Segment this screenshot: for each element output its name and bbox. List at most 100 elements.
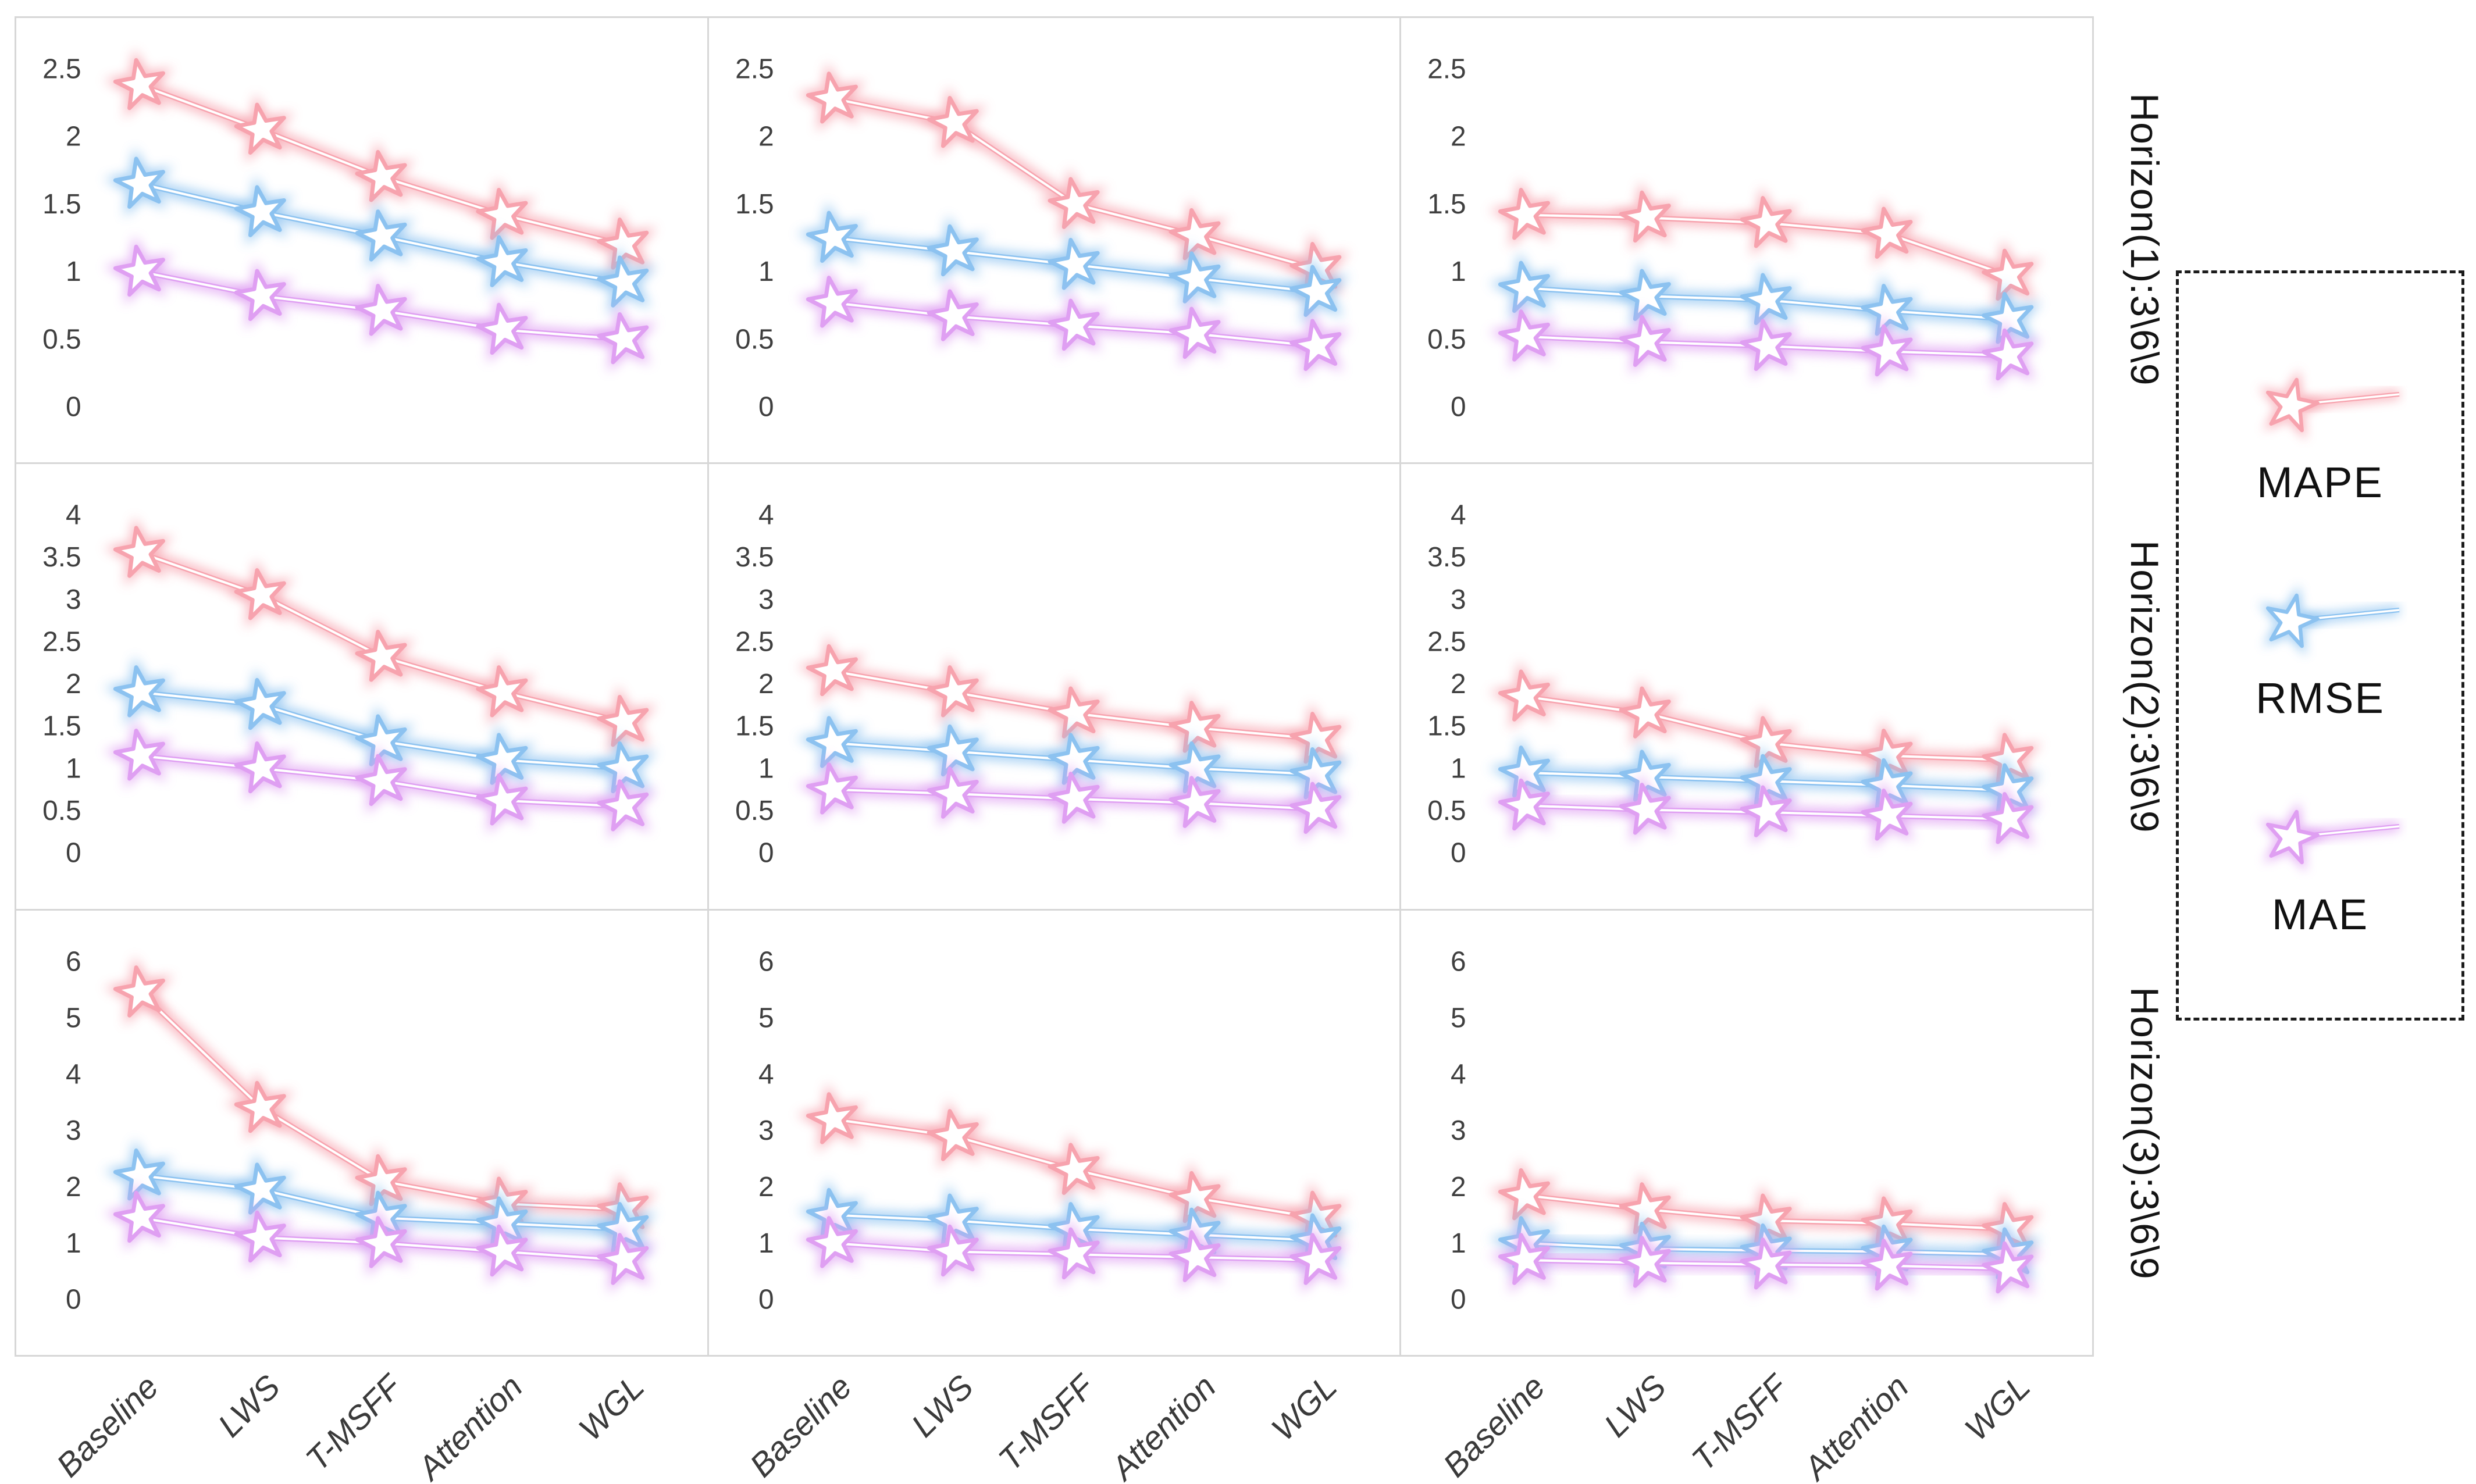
y-tick-label: 0.5 [735, 324, 774, 355]
y-tick-label: 6 [66, 946, 81, 977]
y-tick-label: 3 [1451, 1115, 1466, 1146]
row-labels-column: Horizon(1):3\6\9 Horizon(2):3\6\9 Horizo… [2099, 16, 2190, 1357]
star-markers [1498, 779, 2034, 844]
y-tick-label: 2 [66, 669, 81, 700]
series-mape [104, 955, 657, 1243]
legend-marker-svg [2258, 369, 2400, 440]
y-tick-label: 0 [758, 392, 774, 423]
legend: MAPE RMSE MAE [2176, 270, 2464, 1021]
row-label-text: Horizon(2):3\6\9 [2122, 540, 2167, 833]
star-markers [806, 1091, 1341, 1243]
y-tick-label: 1 [758, 256, 774, 287]
star-markers [806, 72, 1341, 294]
series-mape [1489, 178, 2042, 309]
star-markers [1498, 261, 2034, 344]
y-tick-label: 1 [66, 256, 81, 287]
series-mae [1489, 1223, 2042, 1302]
y-tick-label: 3 [1451, 584, 1466, 615]
chart-panel: 0 1 2 3 4 5 6 [758, 946, 1350, 1315]
y-tick-label: 0 [1451, 392, 1466, 423]
star-markers [113, 729, 649, 832]
y-tick-label: 2.5 [1427, 627, 1466, 658]
series-mae [1489, 769, 2042, 853]
y-tick-label: 3 [66, 1115, 81, 1146]
series-mape [1489, 660, 2042, 794]
y-tick-label: 2.5 [1427, 54, 1466, 85]
series-mape [796, 635, 1350, 773]
star-markers [806, 716, 1341, 800]
legend-label-rmse: RMSE [2256, 674, 2385, 722]
y-tick-label: 4 [66, 500, 81, 531]
x-tick-label: Baseline [743, 1368, 859, 1484]
y-tick-label: 2.5 [735, 54, 774, 85]
panel-row3-col1: 0 1 2 3 4 5 6 [16, 910, 709, 1357]
y-tick-label: 2 [1451, 669, 1466, 700]
y-tick-label: 2.5 [735, 627, 774, 658]
panel-row2-col3: 0 0.5 1 1.5 2 2.5 3 3.5 4 [1401, 464, 2094, 911]
panel-row3-col2: 0 1 2 3 4 5 6 [708, 910, 1402, 1357]
y-tick-label: 0.5 [42, 324, 81, 355]
star-markers [113, 58, 649, 270]
series-mape [104, 48, 657, 278]
y-tick-label: 0 [66, 1284, 81, 1315]
chart-panel: 0 0.5 1 1.5 2 2.5 3 3.5 4 [1427, 500, 2042, 869]
series-mae [796, 753, 1350, 843]
series-mape [796, 62, 1350, 302]
legend-marker-svg [2258, 584, 2400, 657]
x-tick-label: Baseline [1436, 1368, 1552, 1484]
y-tick-label: 0.5 [735, 795, 774, 826]
series-rmse [104, 1139, 657, 1262]
row-label-horizon-1: Horizon(1):3\6\9 [2099, 16, 2190, 463]
y-tick-label: 0 [1451, 838, 1466, 869]
y-tick-label: 2 [758, 669, 774, 700]
y-tick-label: 3 [758, 1115, 774, 1146]
panel-row2-col2: 0 0.5 1 1.5 2 2.5 3 3.5 4 [708, 464, 1402, 911]
panel-row1-col3: 0 0.5 1 1.5 2 2.5 [1401, 18, 2094, 465]
y-tick-label: 0 [66, 838, 81, 869]
chart-grid: 0 0.5 1 1.5 2 2.5 0 0.5 1 1.5 2 2.5 0 0.5 1 1.5 2 2.5 0… [15, 16, 2094, 1357]
y-tick-label: 3 [66, 584, 81, 615]
y-tick-label: 1 [758, 754, 774, 784]
y-tick-label: 1 [1451, 256, 1466, 287]
rmse-star-icon [2233, 568, 2407, 670]
y-tick-label: 0 [1451, 1284, 1466, 1315]
star-markers [113, 244, 649, 365]
series-rmse [796, 201, 1350, 326]
star-markers [113, 1190, 649, 1285]
star-markers [113, 526, 649, 747]
y-tick-label: 6 [1451, 946, 1466, 977]
star-markers [1498, 188, 2034, 301]
legend-item-rmse: RMSE [2233, 568, 2407, 723]
legend-marker-svg [2258, 801, 2400, 872]
series-mae [104, 1181, 657, 1293]
series-mae [104, 719, 657, 840]
panel-row1-col2: 0 0.5 1 1.5 2 2.5 [708, 18, 1402, 465]
panel-row1-col1: 0 0.5 1 1.5 2 2.5 [16, 18, 709, 465]
legend-item-mape: MAPE [2233, 352, 2407, 507]
y-tick-label: 4 [1451, 1059, 1466, 1090]
y-tick-label: 3.5 [735, 543, 774, 573]
star-markers [806, 1215, 1341, 1285]
series-rmse [1488, 251, 2042, 352]
mae-star-icon [2233, 784, 2407, 886]
y-tick-label: 5 [1451, 1003, 1466, 1033]
row-label-text: Horizon(3):3\6\9 [2122, 987, 2167, 1280]
star-markers [1498, 669, 2034, 786]
chart-panel: 0 0.5 1 1.5 2 2.5 [42, 48, 657, 423]
star-markers [113, 965, 649, 1235]
y-tick-label: 1.5 [735, 711, 774, 742]
y-tick-label: 1.5 [42, 711, 81, 742]
y-tick-label: 5 [66, 1003, 81, 1033]
star-markers [806, 762, 1341, 834]
y-tick-label: 1.5 [1427, 189, 1466, 220]
row-label-text: Horizon(1):3\6\9 [2122, 93, 2167, 386]
y-tick-label: 2 [758, 122, 774, 152]
y-tick-label: 3.5 [1427, 543, 1466, 573]
x-tick-label: Baseline [49, 1368, 166, 1484]
row-label-horizon-3: Horizon(3):3\6\9 [2099, 910, 2190, 1357]
y-tick-label: 1 [1451, 754, 1466, 784]
legend-label-mae: MAE [2271, 890, 2369, 939]
chart-panel: 0 0.5 1 1.5 2 2.5 [1427, 54, 2042, 423]
y-tick-label: 2.5 [42, 54, 81, 85]
